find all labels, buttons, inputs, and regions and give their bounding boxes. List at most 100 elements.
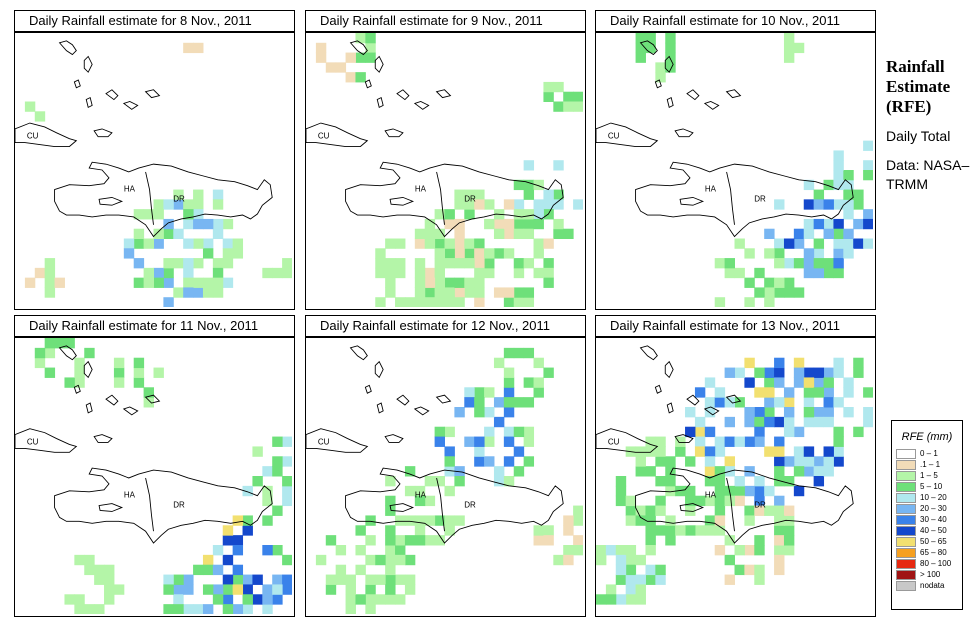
- label-cu: CU: [318, 437, 330, 446]
- rainfall-cell: [375, 297, 386, 307]
- rainfall-cell: [424, 297, 436, 307]
- rainfall-cell: [533, 377, 544, 388]
- rainfall-cell: [335, 564, 347, 576]
- rainfall-cell: [464, 277, 475, 288]
- rainfall-cell: [523, 426, 535, 438]
- rainfall-cell: [833, 218, 844, 230]
- rainfall-cell: [163, 218, 174, 230]
- rainfall-panel-nov-11: Daily Rainfall estimate for 11 Nov., 201…: [14, 315, 295, 617]
- rainfall-cell: [685, 407, 696, 418]
- rainfall-cell: [605, 545, 617, 556]
- rainfall-cell: [823, 258, 834, 269]
- rainfall-cell: [543, 199, 554, 210]
- rainfall-cell: [44, 347, 56, 359]
- rainfall-cell: [262, 485, 273, 497]
- rainfall-cell: [754, 495, 765, 507]
- rainfall-cell: [503, 377, 515, 388]
- rainfall-cell: [665, 52, 676, 63]
- rainfall-cell: [675, 485, 686, 497]
- rainfall-cell: [474, 397, 485, 408]
- rainfall-cell: [813, 189, 825, 200]
- rainfall-cell: [543, 258, 554, 269]
- rainfall-cell: [202, 564, 214, 576]
- legend-swatch: [896, 492, 916, 503]
- rainfall-cell: [764, 505, 775, 516]
- rainfall-cell: [173, 594, 184, 605]
- rainfall-cell: [503, 199, 515, 210]
- rainfall-cell: [625, 564, 637, 576]
- rainfall-cell: [212, 267, 224, 279]
- rainfall-cell: [173, 228, 184, 239]
- rainfall-cell: [793, 258, 805, 269]
- bahamas-island-outline: [73, 384, 81, 394]
- bahamas-island-outline: [105, 394, 119, 406]
- rainfall-cell: [774, 238, 785, 249]
- rainfall-cell: [783, 476, 795, 487]
- rainfall-cell: [84, 347, 95, 359]
- rainfall-cell: [365, 515, 376, 526]
- rainfall-cell: [625, 574, 637, 585]
- rainfall-cell: [803, 466, 815, 477]
- rainfall-cell: [193, 218, 204, 230]
- rainfall-cell: [395, 545, 406, 556]
- panel-title: Daily Rainfall estimate for 12 Nov., 201…: [305, 315, 586, 337]
- rainfall-cell: [424, 277, 436, 288]
- rainfall-cell: [645, 436, 656, 447]
- rainfall-cell: [833, 397, 844, 408]
- legend-label: 0 – 1: [920, 449, 938, 458]
- rainfall-cell: [803, 456, 815, 467]
- rainfall-cell: [843, 407, 854, 418]
- rainfall-cell: [464, 238, 475, 249]
- rainfall-cell: [104, 594, 115, 605]
- rainfall-cell: [484, 387, 495, 398]
- bahamas-island-outline: [376, 402, 384, 414]
- rainfall-cell: [714, 446, 726, 457]
- rainfall-cell: [34, 347, 46, 359]
- rainfall-cell: [315, 42, 327, 54]
- rainfall-cell: [232, 545, 244, 556]
- rainfall-cell: [355, 525, 366, 536]
- rainfall-cell: [262, 604, 273, 614]
- rainfall-cell: [434, 297, 445, 307]
- rainfall-cell: [645, 535, 656, 546]
- hispaniola-coastline: [635, 467, 854, 544]
- rainfall-cell: [823, 377, 834, 388]
- rainfall-cell: [232, 574, 244, 585]
- rainfall-cell: [444, 218, 455, 230]
- bahamas-island-outline: [435, 89, 452, 99]
- rainfall-cell: [385, 574, 396, 585]
- rainfall-cell: [513, 258, 525, 269]
- rainfall-cell: [474, 277, 485, 288]
- rainfall-cell: [143, 238, 154, 249]
- label-ha: HA: [124, 491, 136, 500]
- rainfall-cell: [675, 446, 686, 457]
- rainfall-panel-nov-12: Daily Rainfall estimate for 12 Nov., 201…: [305, 315, 586, 617]
- rainfall-cell: [833, 238, 844, 249]
- label-dr: DR: [464, 194, 476, 203]
- label-ha: HA: [124, 185, 136, 194]
- rainfall-cell: [793, 42, 805, 54]
- rainfall-cell: [444, 426, 455, 438]
- rainfall-cell: [635, 466, 646, 477]
- rainfall-cell: [212, 277, 224, 288]
- bahamas-island-outline: [413, 406, 430, 416]
- rainfall-cell: [434, 209, 445, 220]
- legend-label: 50 – 65: [920, 537, 947, 546]
- gonave-island-outline: [679, 503, 705, 512]
- label-dr: DR: [464, 501, 476, 510]
- bahamas-island-outline: [703, 406, 720, 416]
- rainfall-cell: [665, 456, 676, 467]
- rainfall-cell: [163, 584, 174, 595]
- rainfall-cell: [774, 377, 785, 388]
- rainfall-cell: [615, 545, 627, 556]
- rainfall-cell: [843, 248, 854, 259]
- rainfall-cell: [424, 228, 436, 239]
- rainfall-cell: [454, 407, 465, 418]
- rainfall-panel-nov-13: Daily Rainfall estimate for 13 Nov., 201…: [595, 315, 876, 617]
- legend-label: 10 – 20: [920, 493, 947, 502]
- rainfall-cell: [803, 446, 815, 457]
- rainfall-cell: [523, 160, 535, 171]
- rainfall-cell: [355, 545, 366, 556]
- rainfall-cell: [803, 267, 815, 279]
- rainfall-cell: [573, 505, 583, 516]
